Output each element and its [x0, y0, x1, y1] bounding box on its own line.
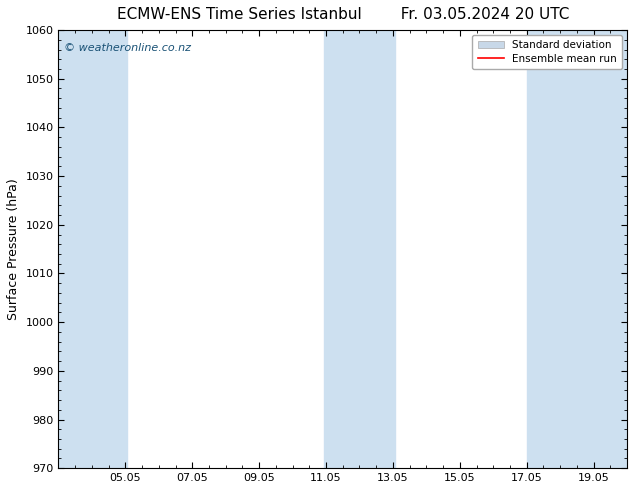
Text: © weatheronline.co.nz: © weatheronline.co.nz	[64, 43, 191, 53]
Title: ECMW-ENS Time Series Istanbul        Fr. 03.05.2024 20 UTC: ECMW-ENS Time Series Istanbul Fr. 03.05.…	[117, 7, 569, 22]
Bar	[58, 30, 127, 468]
Bar	[527, 30, 627, 468]
Y-axis label: Surface Pressure (hPa): Surface Pressure (hPa)	[7, 178, 20, 320]
Legend: Standard deviation, Ensemble mean run: Standard deviation, Ensemble mean run	[472, 35, 622, 69]
Bar	[325, 30, 394, 468]
